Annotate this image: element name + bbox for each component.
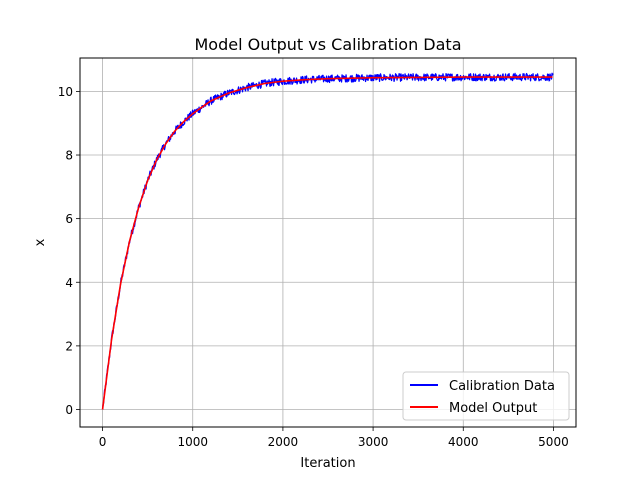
y-tick-label: 6: [65, 212, 73, 226]
legend-label-calibration-data: Calibration Data: [449, 379, 555, 394]
chart-title: Model Output vs Calibration Data: [194, 35, 461, 54]
series-layer: [101, 72, 554, 410]
x-tick-label: 4000: [448, 435, 479, 449]
x-tick-label: 2000: [268, 435, 299, 449]
y-tick-label: 8: [65, 149, 73, 163]
x-axis-label: Iteration: [300, 456, 355, 471]
legend-label-model-output: Model Output: [449, 401, 537, 416]
y-tick-label: 0: [65, 403, 73, 417]
legend-box: [402, 371, 570, 421]
legend: Calibration Data Model Output: [402, 371, 570, 421]
y-tick-label: 2: [65, 339, 73, 353]
x-tick-label: 5000: [538, 435, 569, 449]
grid-layer: [80, 58, 576, 427]
y-tick-label: 4: [65, 276, 73, 290]
series-line-model-output: [101, 76, 553, 410]
x-tick-label: 1000: [177, 435, 208, 449]
y-axis-label: x: [33, 238, 48, 246]
axes-frame: [79, 57, 577, 428]
x-tick-label: 0: [99, 435, 107, 449]
x-tick-label: 3000: [358, 435, 389, 449]
tick-layer: 0 1000 2000 3000 4000 5000 0 2 4 6 8 10: [58, 85, 569, 449]
y-tick-label: 10: [58, 85, 73, 99]
